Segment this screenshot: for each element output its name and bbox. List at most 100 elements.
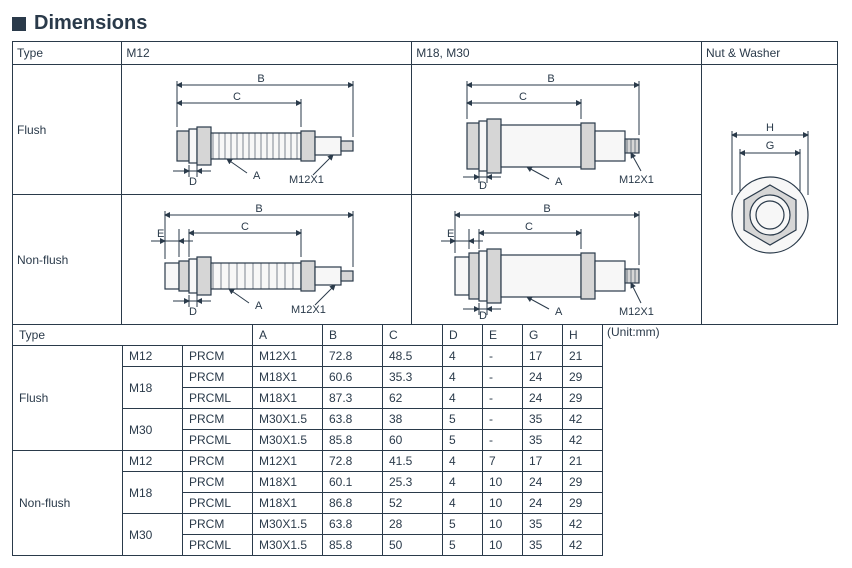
- value-cell: 5: [443, 409, 483, 430]
- diag-flush-m18: B C D A M12X1: [412, 65, 702, 195]
- value-cell: 86.8: [323, 493, 383, 514]
- table-row: Non-flushM12PRCMM12X172.841.5471721: [13, 451, 603, 472]
- value-cell: 21: [563, 451, 603, 472]
- value-cell: M18X1: [253, 367, 323, 388]
- value-cell: 4: [443, 451, 483, 472]
- diag-flush-m12: B C D A M12X1: [122, 65, 412, 195]
- value-cell: 4: [443, 346, 483, 367]
- value-cell: M30X1.5: [253, 409, 323, 430]
- unit-note: (Unit:mm): [603, 325, 660, 339]
- group-cell: Non-flush: [13, 451, 123, 556]
- model-cell: PRCM: [183, 346, 253, 367]
- dh-H: H: [563, 325, 603, 346]
- dh-c3: Nut & Washer: [702, 42, 838, 65]
- value-cell: 42: [563, 535, 603, 556]
- size-cell: M12: [123, 451, 183, 472]
- value-cell: M30X1.5: [253, 535, 323, 556]
- group-cell: Flush: [13, 346, 123, 451]
- value-cell: 72.8: [323, 346, 383, 367]
- svg-text:A: A: [555, 306, 563, 318]
- svg-text:D: D: [479, 310, 487, 319]
- svg-text:B: B: [547, 73, 554, 85]
- value-cell: 63.8: [323, 409, 383, 430]
- svg-text:A: A: [253, 170, 261, 182]
- svg-text:D: D: [189, 176, 197, 188]
- value-cell: 50: [383, 535, 443, 556]
- dh-A: A: [253, 325, 323, 346]
- value-cell: 4: [443, 388, 483, 409]
- value-cell: M30X1.5: [253, 430, 323, 451]
- value-cell: 4: [443, 472, 483, 493]
- value-cell: -: [483, 388, 523, 409]
- svg-text:B: B: [257, 73, 264, 85]
- value-cell: 7: [483, 451, 523, 472]
- data-table: Type A B C D E G H FlushM12PRCMM12X172.8…: [12, 324, 603, 556]
- svg-text:M12X1: M12X1: [291, 304, 326, 316]
- value-cell: M18X1: [253, 472, 323, 493]
- value-cell: 29: [563, 493, 603, 514]
- svg-text:C: C: [233, 91, 241, 103]
- value-cell: 28: [383, 514, 443, 535]
- value-cell: 38: [383, 409, 443, 430]
- value-cell: 10: [483, 472, 523, 493]
- value-cell: 5: [443, 430, 483, 451]
- model-cell: PRCM: [183, 409, 253, 430]
- dh-type2: Type: [13, 325, 253, 346]
- svg-text:C: C: [525, 221, 533, 233]
- value-cell: 85.8: [323, 430, 383, 451]
- svg-text:A: A: [555, 176, 563, 188]
- svg-text:D: D: [479, 180, 487, 189]
- dh-type: Type: [13, 42, 122, 65]
- value-cell: 60.6: [323, 367, 383, 388]
- svg-text:D: D: [189, 306, 197, 318]
- model-cell: PRCML: [183, 535, 253, 556]
- value-cell: 24: [523, 388, 563, 409]
- value-cell: 29: [563, 367, 603, 388]
- section-header: Dimensions: [12, 12, 840, 35]
- model-cell: PRCM: [183, 451, 253, 472]
- value-cell: 52: [383, 493, 443, 514]
- value-cell: 87.3: [323, 388, 383, 409]
- model-cell: PRCML: [183, 388, 253, 409]
- table-row: FlushM12PRCMM12X172.848.54-1721: [13, 346, 603, 367]
- svg-text:C: C: [241, 221, 249, 233]
- value-cell: 42: [563, 430, 603, 451]
- value-cell: 62: [383, 388, 443, 409]
- svg-text:B: B: [543, 203, 550, 215]
- value-cell: M18X1: [253, 493, 323, 514]
- size-cell: M18: [123, 472, 183, 514]
- bullet-icon: [12, 17, 26, 31]
- model-cell: PRCML: [183, 493, 253, 514]
- value-cell: 35: [523, 514, 563, 535]
- dh-c1: M12: [122, 42, 412, 65]
- value-cell: 24: [523, 493, 563, 514]
- size-cell: M12: [123, 346, 183, 367]
- value-cell: 10: [483, 514, 523, 535]
- dh-c2: M18, M30: [412, 42, 702, 65]
- value-cell: 35.3: [383, 367, 443, 388]
- value-cell: -: [483, 367, 523, 388]
- value-cell: 4: [443, 493, 483, 514]
- dh-B: B: [323, 325, 383, 346]
- value-cell: 60.1: [323, 472, 383, 493]
- value-cell: 29: [563, 472, 603, 493]
- value-cell: M30X1.5: [253, 514, 323, 535]
- svg-text:A: A: [255, 300, 263, 312]
- value-cell: -: [483, 346, 523, 367]
- value-cell: 21: [563, 346, 603, 367]
- model-cell: PRCM: [183, 472, 253, 493]
- size-cell: M30: [123, 409, 183, 451]
- value-cell: 48.5: [383, 346, 443, 367]
- row-flush: Flush: [13, 65, 122, 195]
- value-cell: 41.5: [383, 451, 443, 472]
- value-cell: M12X1: [253, 346, 323, 367]
- value-cell: 24: [523, 472, 563, 493]
- value-cell: 29: [563, 388, 603, 409]
- section-title: Dimensions: [34, 12, 147, 35]
- value-cell: 25.3: [383, 472, 443, 493]
- value-cell: 24: [523, 367, 563, 388]
- dh-D: D: [443, 325, 483, 346]
- value-cell: 4: [443, 367, 483, 388]
- svg-text:G: G: [765, 140, 774, 152]
- svg-text:E: E: [447, 228, 454, 240]
